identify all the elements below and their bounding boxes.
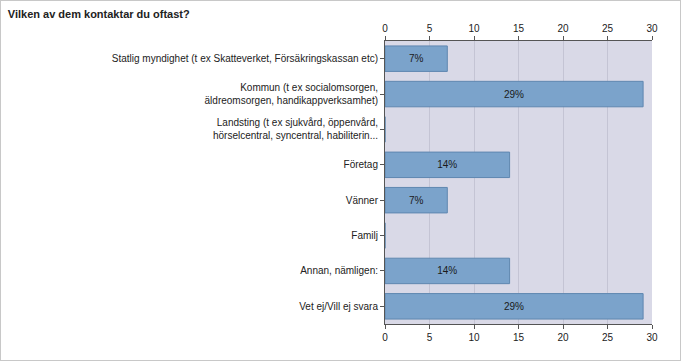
svg-text:30: 30	[646, 332, 658, 343]
svg-text:20: 20	[557, 332, 569, 343]
svg-text:Annan, nämligen:: Annan, nämligen:	[300, 265, 378, 276]
svg-text:Statlig myndighet (t ex Skatte: Statlig myndighet (t ex Skatteverket, Fö…	[112, 53, 378, 64]
svg-text:15: 15	[513, 332, 525, 343]
svg-text:7%: 7%	[409, 195, 424, 206]
svg-text:20: 20	[557, 23, 569, 34]
svg-text:14%: 14%	[437, 159, 457, 170]
svg-text:29%: 29%	[504, 301, 524, 312]
svg-text:25: 25	[602, 23, 614, 34]
svg-text:0: 0	[382, 23, 388, 34]
svg-text:7%: 7%	[409, 53, 424, 64]
svg-text:10: 10	[468, 23, 480, 34]
svg-text:5: 5	[427, 23, 433, 34]
svg-text:0: 0	[382, 332, 388, 343]
svg-text:Kommun (t ex socialomsorgen,äl: Kommun (t ex socialomsorgen,äldreomsorge…	[205, 82, 378, 106]
svg-text:30: 30	[646, 23, 658, 34]
svg-text:Vänner: Vänner	[346, 195, 379, 206]
svg-text:Vilken av dem kontaktar du oft: Vilken av dem kontaktar du oftast?	[8, 8, 190, 20]
svg-text:Familj: Familj	[351, 230, 378, 241]
svg-text:5: 5	[427, 332, 433, 343]
svg-text:14%: 14%	[437, 265, 457, 276]
svg-text:29%: 29%	[504, 89, 524, 100]
svg-text:10: 10	[468, 332, 480, 343]
svg-text:25: 25	[602, 332, 614, 343]
svg-text:15: 15	[513, 23, 525, 34]
svg-text:Företag: Företag	[344, 159, 378, 170]
svg-text:Landsting (t ex sjukvård, öppe: Landsting (t ex sjukvård, öppenvård,hörs…	[213, 117, 378, 141]
svg-text:Vet ej/Vill ej svara: Vet ej/Vill ej svara	[299, 301, 378, 312]
